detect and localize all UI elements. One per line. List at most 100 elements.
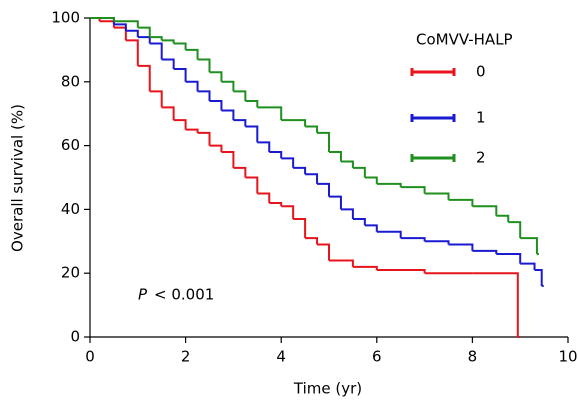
survival-step: [293, 166, 307, 175]
y-tick-label: 0: [70, 328, 80, 346]
survival-step: [90, 17, 115, 22]
survival-step: [221, 80, 235, 92]
survival-step: [245, 176, 259, 194]
annotation: < 0.001: [154, 286, 214, 304]
survival-step: [137, 64, 151, 92]
survival-step: [424, 192, 450, 200]
survival-step: [281, 205, 295, 219]
y-tick-label: 40: [61, 200, 80, 218]
survival-step: [317, 131, 330, 152]
survival-step: [125, 39, 139, 66]
survival-step: [329, 259, 354, 267]
legend-label: 2: [476, 149, 486, 167]
x-tick-label: 6: [372, 348, 382, 366]
survival-step: [448, 198, 474, 207]
survival-step: [472, 272, 519, 337]
survival-step: [185, 48, 199, 60]
survival-step: [99, 20, 115, 28]
survival-step: [197, 90, 211, 101]
survival-step: [472, 249, 498, 255]
survival-step: [113, 23, 127, 31]
survival-step: [209, 99, 223, 111]
survival-step: [520, 262, 536, 271]
survival-step: [364, 224, 378, 232]
survival-step: [340, 160, 354, 168]
survival-step: [352, 217, 366, 226]
survival-step: [197, 131, 211, 146]
survival-step: [520, 237, 538, 255]
x-tick-label: 8: [468, 348, 478, 366]
survival-step: [269, 202, 283, 207]
survival-step: [424, 240, 450, 245]
survival-step: [305, 125, 319, 133]
x-tick-label: 0: [85, 348, 95, 366]
survival-step: [257, 192, 271, 204]
y-axis-label: Overall survival (%): [9, 104, 27, 252]
survival-step: [137, 26, 151, 38]
survival-step: [317, 182, 330, 197]
legend-label: 1: [476, 109, 486, 127]
survival-step: [281, 157, 295, 168]
survival-step: [340, 208, 354, 219]
survival-step: [496, 214, 510, 223]
survival-step: [281, 119, 307, 127]
survival-step: [185, 128, 199, 133]
survival-step: [376, 230, 402, 239]
survival-step: [364, 176, 378, 184]
survival-step: [496, 253, 522, 264]
legend-swatch: [410, 154, 456, 162]
annotation-italic: P: [138, 286, 148, 304]
legend-swatch: [410, 68, 456, 76]
survival-step: [185, 80, 199, 92]
survival-step: [329, 150, 342, 162]
survival-step: [245, 99, 259, 108]
y-tick-label: 100: [51, 9, 80, 27]
x-axis-label: Time (yr): [293, 380, 362, 398]
x-tick-label: 10: [558, 348, 577, 366]
y-tick-label: 20: [61, 264, 80, 282]
survival-step: [534, 269, 543, 286]
survival-step: [400, 237, 426, 242]
survival-step: [173, 119, 187, 130]
survival-step: [221, 150, 235, 168]
survival-step: [257, 106, 283, 121]
survival-step: [221, 109, 235, 121]
survival-step: [197, 58, 211, 73]
y-tick-label: 80: [61, 72, 80, 90]
survival-step: [209, 71, 223, 82]
survival-step: [257, 141, 271, 152]
survival-step: [508, 221, 522, 239]
survival-step: [149, 36, 163, 41]
survival-step: [161, 39, 175, 44]
survival-step: [161, 106, 175, 121]
survival-step: [233, 166, 247, 178]
survival-step: [305, 173, 319, 184]
survival-step: [233, 119, 247, 127]
x-tick-label: 4: [276, 348, 286, 366]
survival-step: [113, 20, 139, 28]
legend-label: 0: [476, 63, 486, 81]
survival-step: [472, 205, 498, 216]
survival-step: [376, 182, 402, 188]
survival-step: [149, 42, 163, 60]
survival-step: [137, 36, 151, 44]
survival-step: [352, 265, 378, 271]
survival-step: [376, 269, 426, 274]
survival-step: [125, 29, 139, 38]
survival-step: [173, 68, 187, 82]
survival-step: [113, 26, 127, 41]
legend-title: CoMVV-HALP: [416, 31, 513, 49]
survival-step: [329, 195, 342, 210]
survival-step: [149, 90, 163, 108]
legend-swatch: [410, 114, 456, 122]
survival-step: [305, 237, 319, 245]
y-tick-label: 60: [61, 136, 80, 154]
survival-step: [317, 243, 330, 261]
survival-step: [245, 125, 259, 143]
survival-step: [161, 58, 175, 70]
survival-step: [209, 144, 223, 152]
survival-step: [269, 150, 283, 159]
survival-step: [400, 186, 426, 194]
x-tick-label: 2: [181, 348, 191, 366]
